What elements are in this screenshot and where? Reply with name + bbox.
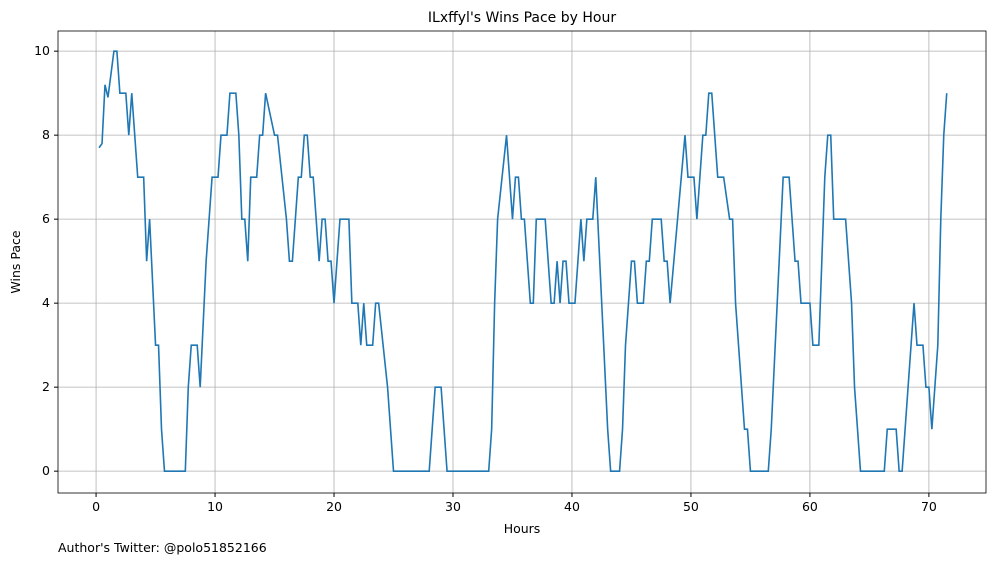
y-tick-label: 0 xyxy=(42,463,50,478)
y-tick-label: 2 xyxy=(42,379,50,394)
footer: Author's Twitter: @polo51852166 xyxy=(58,540,267,555)
y-tick-label: 10 xyxy=(34,43,50,58)
x-tick-label: 0 xyxy=(92,499,100,514)
x-tick-label: 60 xyxy=(802,499,818,514)
y-tick-label: 8 xyxy=(42,127,50,142)
chart-title: ILxffyl's Wins Pace by Hour xyxy=(428,10,616,26)
x-tick-label: 20 xyxy=(326,499,342,514)
x-tick-label: 70 xyxy=(921,499,937,514)
x-axis-label: Hours xyxy=(504,521,541,536)
data-line xyxy=(98,50,948,472)
y-tick-label: 6 xyxy=(42,211,50,226)
y-tick-label: 4 xyxy=(42,295,50,310)
x-tick-label: 30 xyxy=(445,499,461,514)
x-tick-label: 40 xyxy=(564,499,580,514)
x-tick-label: 50 xyxy=(683,499,699,514)
plot-frame xyxy=(57,30,987,494)
y-axis-label: Wins Pace xyxy=(8,230,23,293)
x-tick-label: 10 xyxy=(207,499,223,514)
